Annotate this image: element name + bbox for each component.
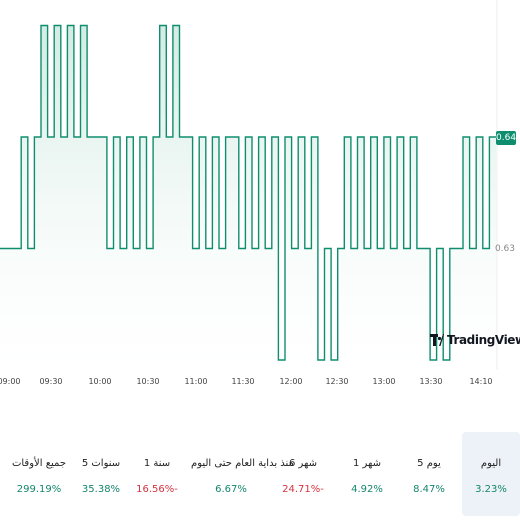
perf-tab-value: 3.23% [475, 484, 507, 495]
perf-tab-value: 299.19% [16, 484, 62, 495]
x-axis-label: 11:30 [231, 377, 255, 386]
perf-tab-5-days[interactable]: 5 يوم 8.47% [400, 432, 458, 516]
perf-tab-value: 16.56%- [136, 484, 178, 495]
price-line [0, 24, 496, 361]
perf-tab-label: 1 سنة [143, 458, 171, 469]
tradingview-logo[interactable]: TradingView [430, 333, 520, 347]
x-axis-label: 10:00 [88, 377, 112, 386]
chart-canvas[interactable] [0, 0, 520, 395]
perf-tab-value: 4.92% [351, 484, 383, 495]
price-area-fill [0, 25, 496, 370]
perf-tab-value: 6.67% [215, 484, 247, 495]
tradingview-logo-text: TradingView [447, 333, 520, 347]
perf-tab-1-year[interactable]: 1 سنة 16.56%- [128, 432, 186, 516]
perf-tab-6-months[interactable]: 6 شهر 24.71%- [274, 432, 332, 516]
perf-tab-label: اليوم [480, 458, 502, 469]
perf-tab-ytd[interactable]: منذ بداية العام حتى اليوم 6.67% [191, 432, 294, 516]
x-axis-label: 12:00 [279, 377, 303, 386]
perf-tab-value: 35.38% [81, 484, 121, 495]
tradingview-logo-icon [430, 333, 444, 347]
x-axis-label: 13:30 [419, 377, 443, 386]
perf-tab-label: 1 شهر [352, 458, 382, 469]
x-axis-label: 13:00 [372, 377, 396, 386]
perf-tab-label: منذ بداية العام حتى اليوم [191, 458, 294, 469]
perf-tab-label: 5 سنوات [81, 458, 121, 469]
x-axis-label: 14:10 [469, 377, 493, 386]
perf-tab-value: 24.71%- [282, 484, 324, 495]
x-axis-label: 12:30 [325, 377, 349, 386]
x-axis-label: 11:00 [184, 377, 208, 386]
x-axis-label: 10:30 [136, 377, 160, 386]
perf-tab-label: 6 شهر [288, 458, 318, 469]
y-axis-label-063: 0.63 [494, 244, 515, 254]
current-price-badge: 0.64 [496, 131, 517, 145]
perf-tab-label: 5 يوم [417, 458, 441, 469]
perf-tab-5-years[interactable]: 5 سنوات 35.38% [72, 432, 130, 516]
perf-tab-label: جميع الأوقات [11, 458, 67, 469]
performance-strip: اليوم 3.23% 5 يوم 8.47% 1 شهر 4.92% 6 شه… [0, 428, 520, 520]
perf-tab-1-month[interactable]: 1 شهر 4.92% [338, 432, 396, 516]
price-chart[interactable]: 0.64 0.63 TradingView 09:00 09:30 10:00 … [0, 0, 520, 395]
perf-tab-today[interactable]: اليوم 3.23% [462, 432, 520, 516]
perf-tab-all-time[interactable]: جميع الأوقات 299.19% [10, 432, 68, 516]
x-axis-label: 09:30 [39, 377, 63, 386]
perf-tab-value: 8.47% [413, 484, 445, 495]
x-axis-label: 09:00 [0, 377, 21, 386]
